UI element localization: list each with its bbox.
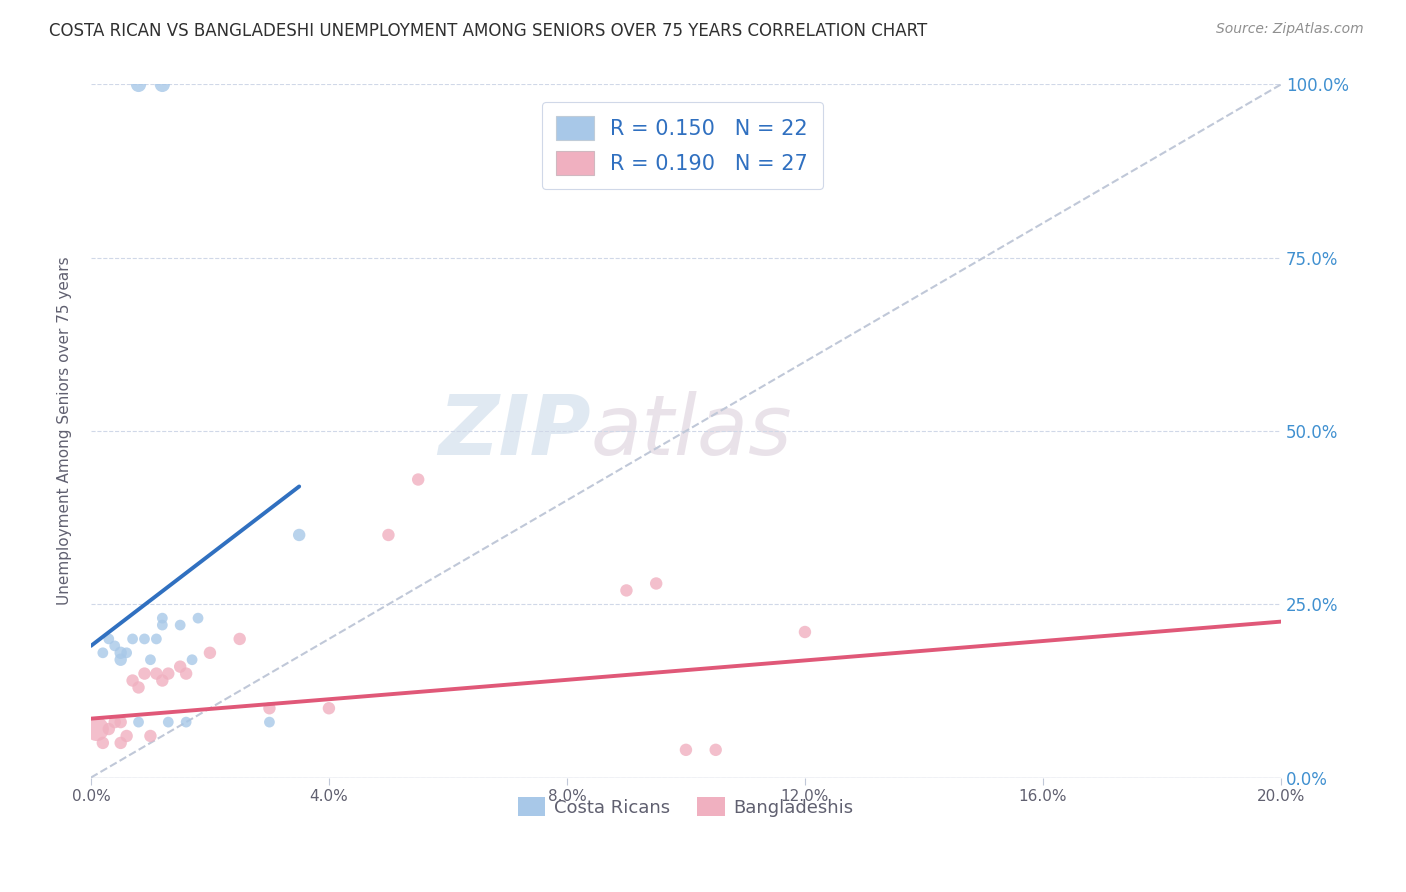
Y-axis label: Unemployment Among Seniors over 75 years: Unemployment Among Seniors over 75 years — [58, 257, 72, 606]
Point — [228, 632, 250, 646]
Point — [318, 701, 340, 715]
Text: ZIP: ZIP — [439, 391, 591, 472]
Point — [121, 673, 143, 688]
Point — [104, 715, 127, 730]
Point — [259, 715, 281, 730]
Point — [157, 666, 180, 681]
Text: COSTA RICAN VS BANGLADESHI UNEMPLOYMENT AMONG SENIORS OVER 75 YEARS CORRELATION : COSTA RICAN VS BANGLADESHI UNEMPLOYMENT … — [49, 22, 928, 40]
Point — [128, 681, 150, 695]
Point — [97, 632, 120, 646]
Point — [110, 646, 132, 660]
Point — [406, 473, 429, 487]
Point — [169, 618, 191, 632]
Point — [145, 666, 167, 681]
Point — [187, 611, 209, 625]
Point — [377, 528, 399, 542]
Point — [128, 78, 150, 92]
Point — [794, 625, 817, 640]
Point — [150, 611, 173, 625]
Point — [198, 646, 221, 660]
Point — [675, 743, 697, 757]
Point — [169, 659, 191, 673]
Point — [104, 639, 127, 653]
Point — [174, 666, 197, 681]
Point — [121, 632, 143, 646]
Text: atlas: atlas — [591, 391, 793, 472]
Point — [145, 632, 167, 646]
Legend: Costa Ricans, Bangladeshis: Costa Ricans, Bangladeshis — [510, 790, 860, 824]
Point — [288, 528, 311, 542]
Point — [181, 653, 204, 667]
Point — [110, 715, 132, 730]
Point — [97, 722, 120, 736]
Point — [645, 576, 668, 591]
Point — [91, 646, 114, 660]
Point — [704, 743, 727, 757]
Point — [128, 715, 150, 730]
Point — [139, 653, 162, 667]
Point — [134, 666, 156, 681]
Point — [157, 715, 180, 730]
Point — [259, 701, 281, 715]
Point — [115, 646, 138, 660]
Point — [86, 722, 108, 736]
Point — [174, 715, 197, 730]
Point — [134, 632, 156, 646]
Point — [139, 729, 162, 743]
Point — [150, 78, 173, 92]
Text: Source: ZipAtlas.com: Source: ZipAtlas.com — [1216, 22, 1364, 37]
Point — [150, 673, 173, 688]
Point — [115, 729, 138, 743]
Point — [150, 618, 173, 632]
Point — [616, 583, 638, 598]
Point — [110, 653, 132, 667]
Point — [91, 736, 114, 750]
Point — [110, 736, 132, 750]
